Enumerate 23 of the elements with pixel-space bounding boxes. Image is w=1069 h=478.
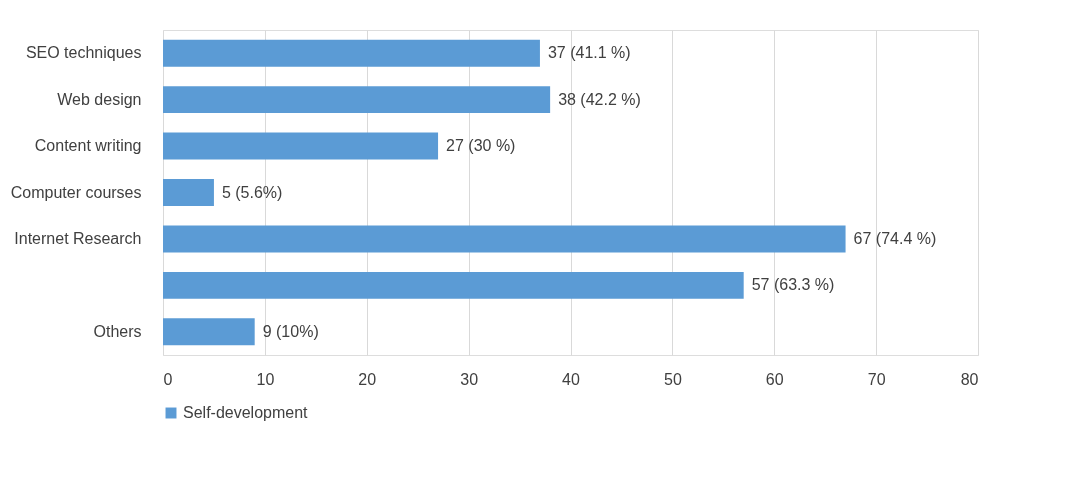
x-tick-label: 70 <box>867 370 886 388</box>
y-tick-label: Internet Research <box>14 229 142 247</box>
legend-label: Self-development <box>183 404 309 421</box>
y-tick-label: SEO techniques <box>25 44 142 62</box>
x-tick-label: 60 <box>765 370 784 388</box>
data-label: 5 (5.6%) <box>221 183 283 201</box>
data-label: 9 (10%) <box>262 322 319 340</box>
data-label: 27 (30 %) <box>446 137 516 155</box>
y-tick-label: Computer courses <box>10 183 142 201</box>
x-tick-label: 0 <box>163 370 173 388</box>
y-tick-label: Others <box>93 322 142 340</box>
x-tick-label: 50 <box>663 370 682 388</box>
x-tick-label: 20 <box>358 370 377 388</box>
x-tick-label: 30 <box>460 370 479 388</box>
data-label: 38 (42.2 %) <box>558 90 641 108</box>
x-tick-label: 80 <box>960 370 979 388</box>
data-label: 67 (74.4 %) <box>853 229 937 247</box>
x-tick-label: 40 <box>562 370 580 388</box>
x-tick-label: 10 <box>256 370 275 388</box>
data-label: 37 (41.1 %) <box>547 44 631 62</box>
data-label: 57 (63.3 %) <box>751 276 835 294</box>
y-tick-label: Content writing <box>34 137 142 155</box>
y-tick-label: Web design <box>57 90 142 108</box>
